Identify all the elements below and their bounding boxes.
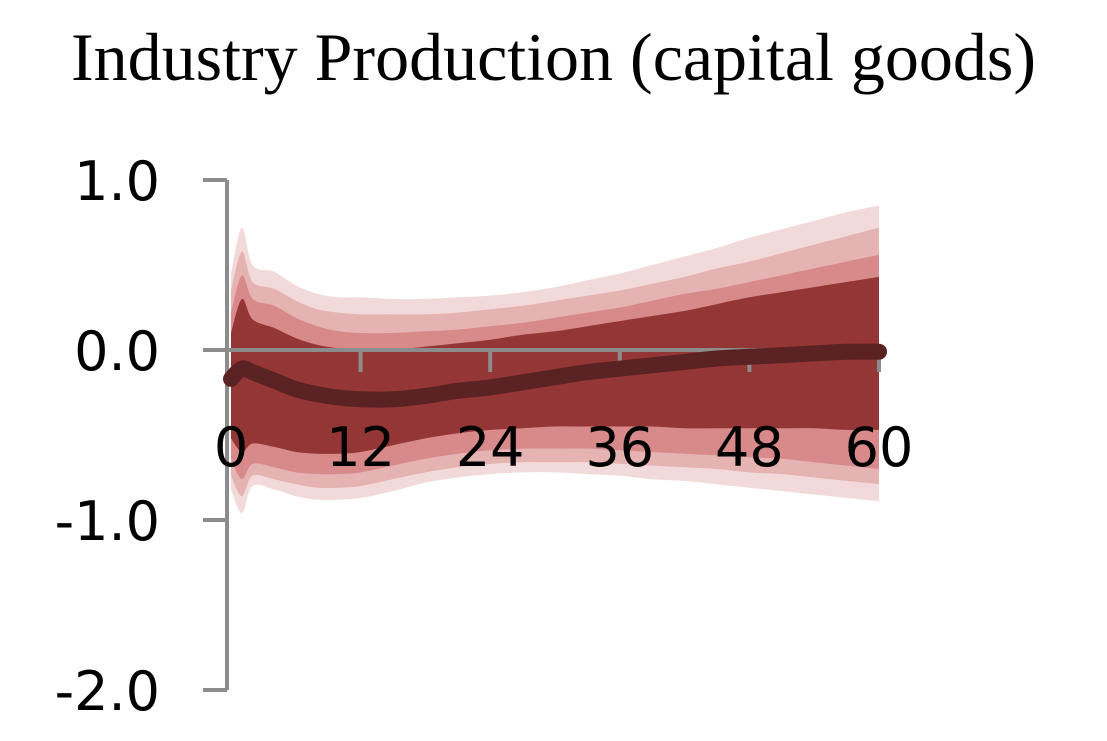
median-layer	[223, 343, 887, 408]
bands-layer	[231, 205, 879, 514]
x-tick-label: 0	[214, 416, 248, 479]
y-tick-label: 1.0	[74, 150, 160, 213]
x-tick-label: 24	[456, 416, 525, 479]
x-tick-label: 60	[845, 416, 914, 479]
y-tick-label: -1.0	[55, 490, 160, 553]
x-tick-label: 36	[585, 416, 654, 479]
x-tick-label: 48	[715, 416, 784, 479]
y-tick-label: -2.0	[55, 660, 160, 723]
chart-title: Industry Production (capital goods)	[70, 19, 1037, 95]
median-line	[223, 343, 887, 408]
labels-layer: 1.0 0.0 -1.0 -2.0 0 12 24 36 48 60	[55, 150, 914, 723]
y-tick-label: 0.0	[74, 320, 160, 383]
x-tick-label: 12	[326, 416, 395, 479]
band-inner	[231, 276, 879, 454]
